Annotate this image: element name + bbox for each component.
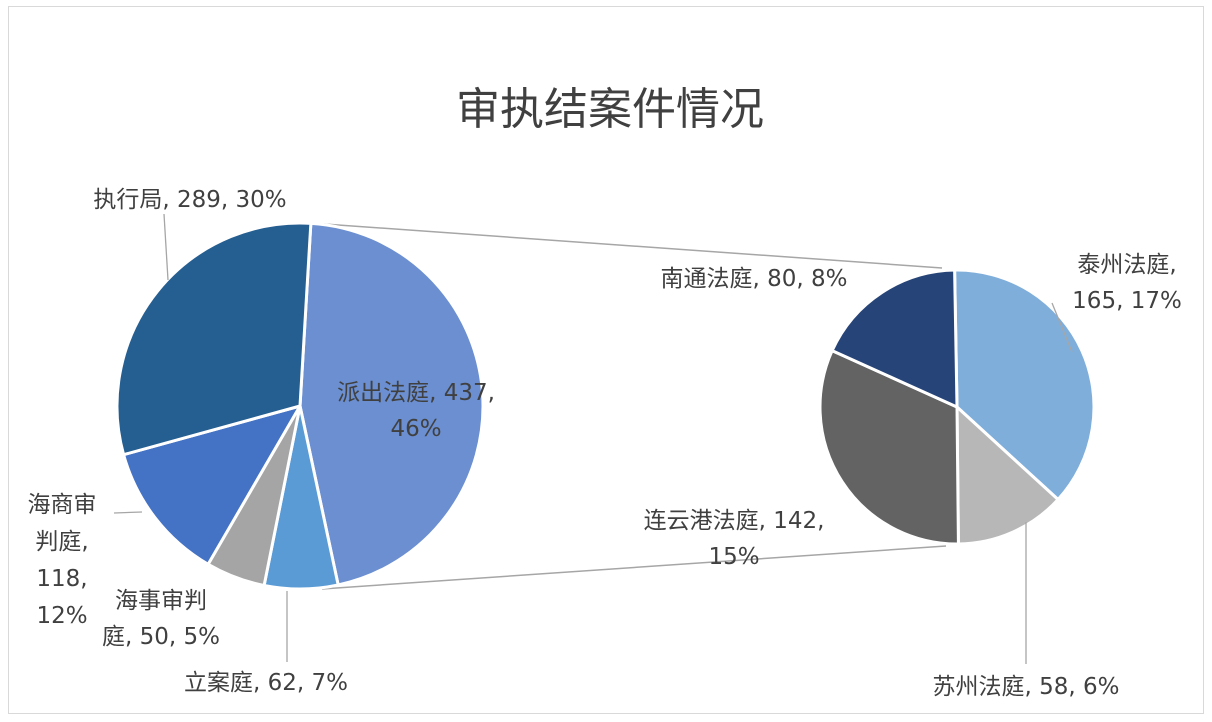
data-label-lat: 立案庭, 62, 7%: [184, 670, 348, 696]
leader-hsp: [113, 511, 143, 514]
primary-pie-slice-4: [115, 221, 313, 457]
data-label-hssp: 海事审判庭, 50, 5%: [102, 588, 220, 650]
leader-zxj: [163, 213, 169, 281]
data-label-hsp: 海商审判庭, 118, 12%: [28, 492, 97, 629]
primary-pie-slice-3: [122, 404, 302, 566]
leader-tz: [1051, 302, 1073, 353]
data-label-zxj: 执行局, 289, 30%: [93, 187, 286, 213]
data-label-sz: 苏州法庭, 58, 6%: [933, 674, 1120, 700]
data-label-nt: 南通法庭, 80, 8%: [661, 266, 848, 292]
primary-pie-slice-0: [298, 221, 485, 587]
connector-line-top: [323, 223, 943, 269]
secondary-pie-slice-0: [953, 268, 1096, 502]
secondary-pie-slice-3: [830, 268, 959, 409]
secondary-pie-slice-2: [818, 349, 960, 546]
data-label-pcfy: 派出法庭, 437, 46%: [337, 380, 495, 442]
chart-title: 审执结案件情况: [456, 84, 764, 135]
data-label-tz: 泰州法庭, 165, 17%: [1072, 252, 1182, 314]
data-label-lyg: 连云港法庭, 142, 15%: [644, 508, 825, 570]
connector-line-bottom: [321, 545, 947, 590]
secondary-pie-slice-1: [955, 405, 1060, 546]
